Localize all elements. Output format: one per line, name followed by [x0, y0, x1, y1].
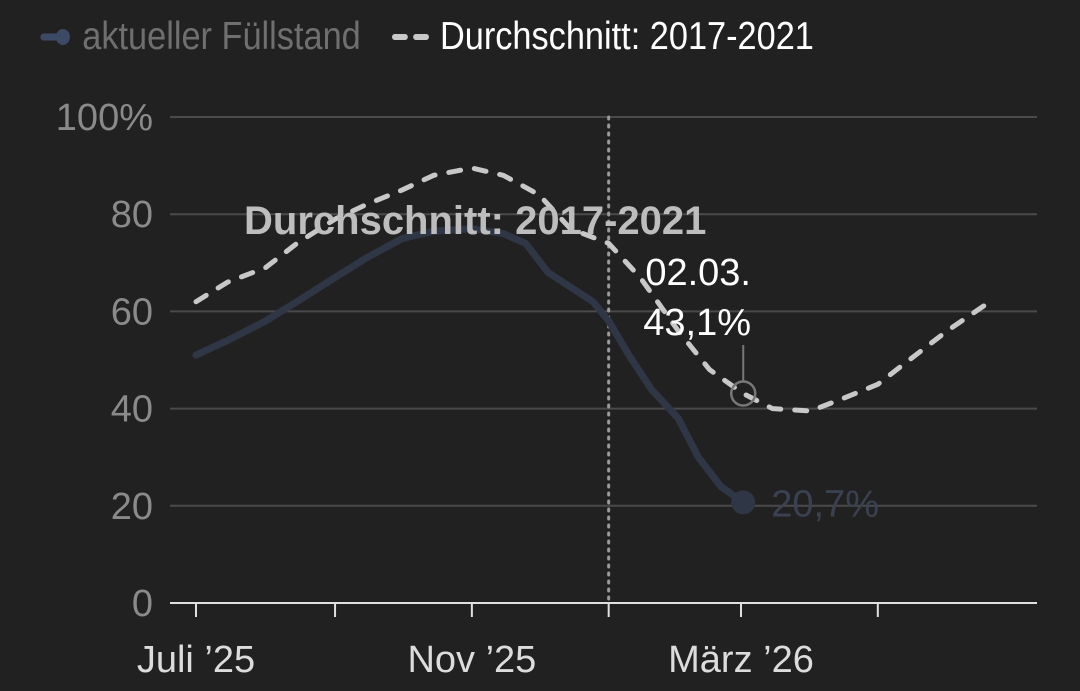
y-tick-label: 60 [111, 291, 153, 333]
annotation-value: 43,1% [643, 302, 751, 344]
y-tick-label: 100% [56, 97, 153, 139]
x-tick-label: Nov ’25 [407, 639, 536, 681]
average-line [193, 165, 993, 414]
current-level-end-label: 20,7% [771, 483, 879, 525]
annotation-circle [729, 380, 757, 407]
y-tick-label: 0 [132, 583, 153, 625]
legend-item-current[interactable]: aktueller Füllstand [40, 15, 361, 59]
solid-line-dot-icon [40, 29, 70, 45]
current-level-line [192, 225, 747, 506]
y-tick-label: 80 [111, 194, 153, 236]
legend-label-current: aktueller Füllstand [82, 15, 361, 58]
y-tick-label: 20 [111, 486, 153, 528]
legend-label-average: Durchschnitt: 2017-2021 [439, 15, 814, 58]
legend: aktueller Füllstand Durchschnitt: 2017-2… [40, 12, 844, 62]
current-level-end-dot [731, 490, 756, 515]
y-tick-label: 40 [111, 389, 153, 431]
average-inline-label: Durchschnitt: 2017-2021 [244, 199, 706, 243]
x-tick-label: Juli ’25 [137, 639, 255, 681]
annotation-date: 02.03. [645, 252, 751, 294]
dashed-line-icon [391, 34, 433, 40]
x-tick-label: März ’26 [668, 639, 814, 681]
legend-item-average[interactable]: Durchschnitt: 2017-2021 [391, 15, 814, 59]
